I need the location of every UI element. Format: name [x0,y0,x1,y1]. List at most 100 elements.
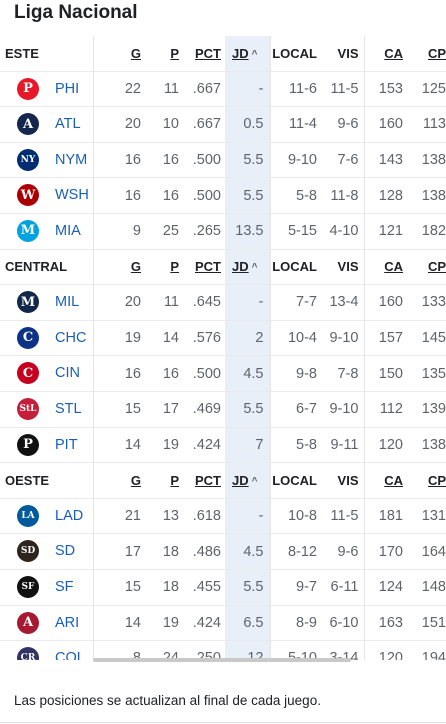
sort-runs-scored[interactable]: CA [363,462,409,499]
home-record: 10-8 [269,498,322,534]
team-link[interactable]: ATL [55,116,81,133]
team-link[interactable]: WSH [55,187,89,204]
sort-runs-allowed-label: CP [427,45,446,61]
sort-games-won[interactable]: G [92,36,145,72]
team-row[interactable]: M MIL 20 11 .645-7-7 13-4 160 133 [0,284,446,321]
games-won: 16 [92,142,145,178]
win-pct: .424 [192,436,221,453]
team-cell[interactable]: A ATL [0,107,93,143]
runs-scored: 163 [363,605,409,641]
horizontal-scrollbar[interactable] [93,658,351,662]
team-cell[interactable]: C CHC [0,320,93,356]
sort-games-behind[interactable]: JD ^ [225,36,270,72]
sort-runs-scored[interactable]: CA [363,36,409,72]
team-cell[interactable]: P PIT [0,427,93,463]
games-lost: 24 [162,650,179,660]
sort-games-lost[interactable]: P [145,463,183,499]
runs-scored: 160 [363,284,409,321]
runs-allowed: 113 [422,116,446,133]
team-cell[interactable]: P PHI [0,71,93,107]
team-link[interactable]: STL [55,400,82,417]
team-cell[interactable]: StL STL [0,391,93,427]
team-row[interactable]: NY NYM 16 16.500 5.5 9-10 7-6 143 138 [0,142,446,178]
games-lost: 16 [162,152,179,169]
team-row[interactable]: C CHC 19 14 .576 2 10-4 9-10 157 145 [0,320,446,356]
team-cell[interactable]: A ARI [0,605,93,641]
team-cell[interactable]: C CIN [0,356,93,392]
team-row[interactable]: SD SD 17 18 .486 4.5 8-12 9-6 170 164 [0,533,446,570]
sort-pct[interactable]: PCT [183,249,225,285]
team-row[interactable]: StL STL 15 17 .469 5.5 6-7 9-10 112 139 [0,391,446,428]
team-link[interactable]: NYM [55,151,88,168]
team-row[interactable]: M MIA 9 25 .265 13.5 5-15 4-10 121 182 [0,213,446,250]
team-row[interactable]: A ARI 14 19 .424 6.5 8-9 6-10 163 151 [0,605,446,641]
team-cell[interactable]: NY NYM [0,142,93,178]
runs-scored: 170 [363,533,409,570]
away-record: 9-11 [330,436,359,453]
team-link[interactable]: SD [55,543,76,560]
padres-logo: SD [17,540,39,563]
team-cell[interactable]: W WSH [0,178,93,214]
standings-table-container[interactable]: ESTE G P PCT JD ^ LOCAL VIS CA CP P PHI 22 11.667-11-… [0,36,446,660]
division-name: CENTRAL [5,259,68,275]
sort-games-behind[interactable]: JD ^ [225,462,270,499]
team-link[interactable]: LAD [55,507,84,524]
team-row[interactable]: W WSH 16 16.500 5.5 5-8 11-8 128 138 [0,177,446,214]
header-home: LOCAL [269,36,322,72]
sort-games-won[interactable]: G [92,249,145,285]
sort-runs-scored-label: CA [384,259,403,275]
sort-games-won[interactable]: G [92,462,145,499]
team-row[interactable]: LA LAD 21 13 .618-10-8 11-5 181 131 [0,498,446,534]
team-row[interactable]: P PIT 14 19 .424 7 5-8 9-11 120 138 [0,427,446,463]
home-record: 11-6 [269,71,322,107]
sort-runs-allowed[interactable]: CP [409,36,446,71]
team-link[interactable]: CIN [55,365,80,382]
team-link[interactable]: MIL [55,294,80,311]
team-link[interactable]: SF [55,578,74,595]
sort-runs-scored[interactable]: CA [363,249,409,285]
team-link[interactable]: CHC [55,329,87,346]
team-link[interactable]: PIT [55,436,78,453]
games-behind: - [225,71,270,107]
reds-logo: C [17,362,39,385]
sort-runs-allowed[interactable]: CP [409,249,446,285]
win-pct: .576 [192,330,221,347]
sort-games-lost[interactable]: P [145,36,183,71]
sort-games-behind[interactable]: JD ^ [225,249,270,285]
games-won: 16 [92,355,145,392]
cardinals-logo: StL [17,397,39,420]
team-cell[interactable]: SD SD [0,534,93,570]
team-cell[interactable]: CR COL [0,641,93,660]
team-link[interactable]: ARI [55,614,80,631]
home-record: 11-4 [269,106,322,143]
sort-runs-scored-label: CA [384,45,403,61]
sort-games-lost[interactable]: P [145,249,183,285]
giants-logo: SF [17,575,39,598]
team-link[interactable]: PHI [55,80,80,97]
sort-runs-allowed[interactable]: CP [409,463,446,499]
sort-pct[interactable]: PCT [183,463,225,499]
team-link[interactable]: COL [55,650,85,660]
team-row[interactable]: SF SF 15 18 .455 5.5 9-7 6-11 124 148 [0,569,446,605]
away-record: 13-4 [329,294,359,311]
team-cell[interactable]: LA LAD [0,498,93,534]
team-row[interactable]: CR COL 8 24 .250 12 5-10 3-14 120 194 [0,640,446,660]
win-pct: .667 [192,80,221,97]
away-record: 11-5 [330,80,359,97]
sort-runs-scored-label: CA [384,472,403,488]
runs-allowed: 138 [421,187,446,204]
games-lost: 16 [162,187,179,204]
team-row[interactable]: C CIN 16 16 .500 4.5 9-8 7-8 150 135 [0,355,446,392]
games-lost: 18 [162,543,179,560]
team-row[interactable]: P PHI 22 11 .667-11-6 11-5 153 125 [0,71,446,107]
team-row[interactable]: A ATL 20 10 .667 0.5 11-4 9-6 160 113 [0,106,446,143]
team-link[interactable]: MIA [55,222,81,239]
win-pct: .500 [192,187,221,204]
team-cell[interactable]: SF SF [0,569,93,605]
games-lost: 18 [162,579,179,596]
team-cell[interactable]: M MIA [0,213,93,249]
runs-allowed: 194 [421,650,446,660]
away-record: 6-10 [329,614,359,631]
sort-pct[interactable]: PCT [183,36,225,71]
team-cell[interactable]: M MIL [0,285,93,321]
